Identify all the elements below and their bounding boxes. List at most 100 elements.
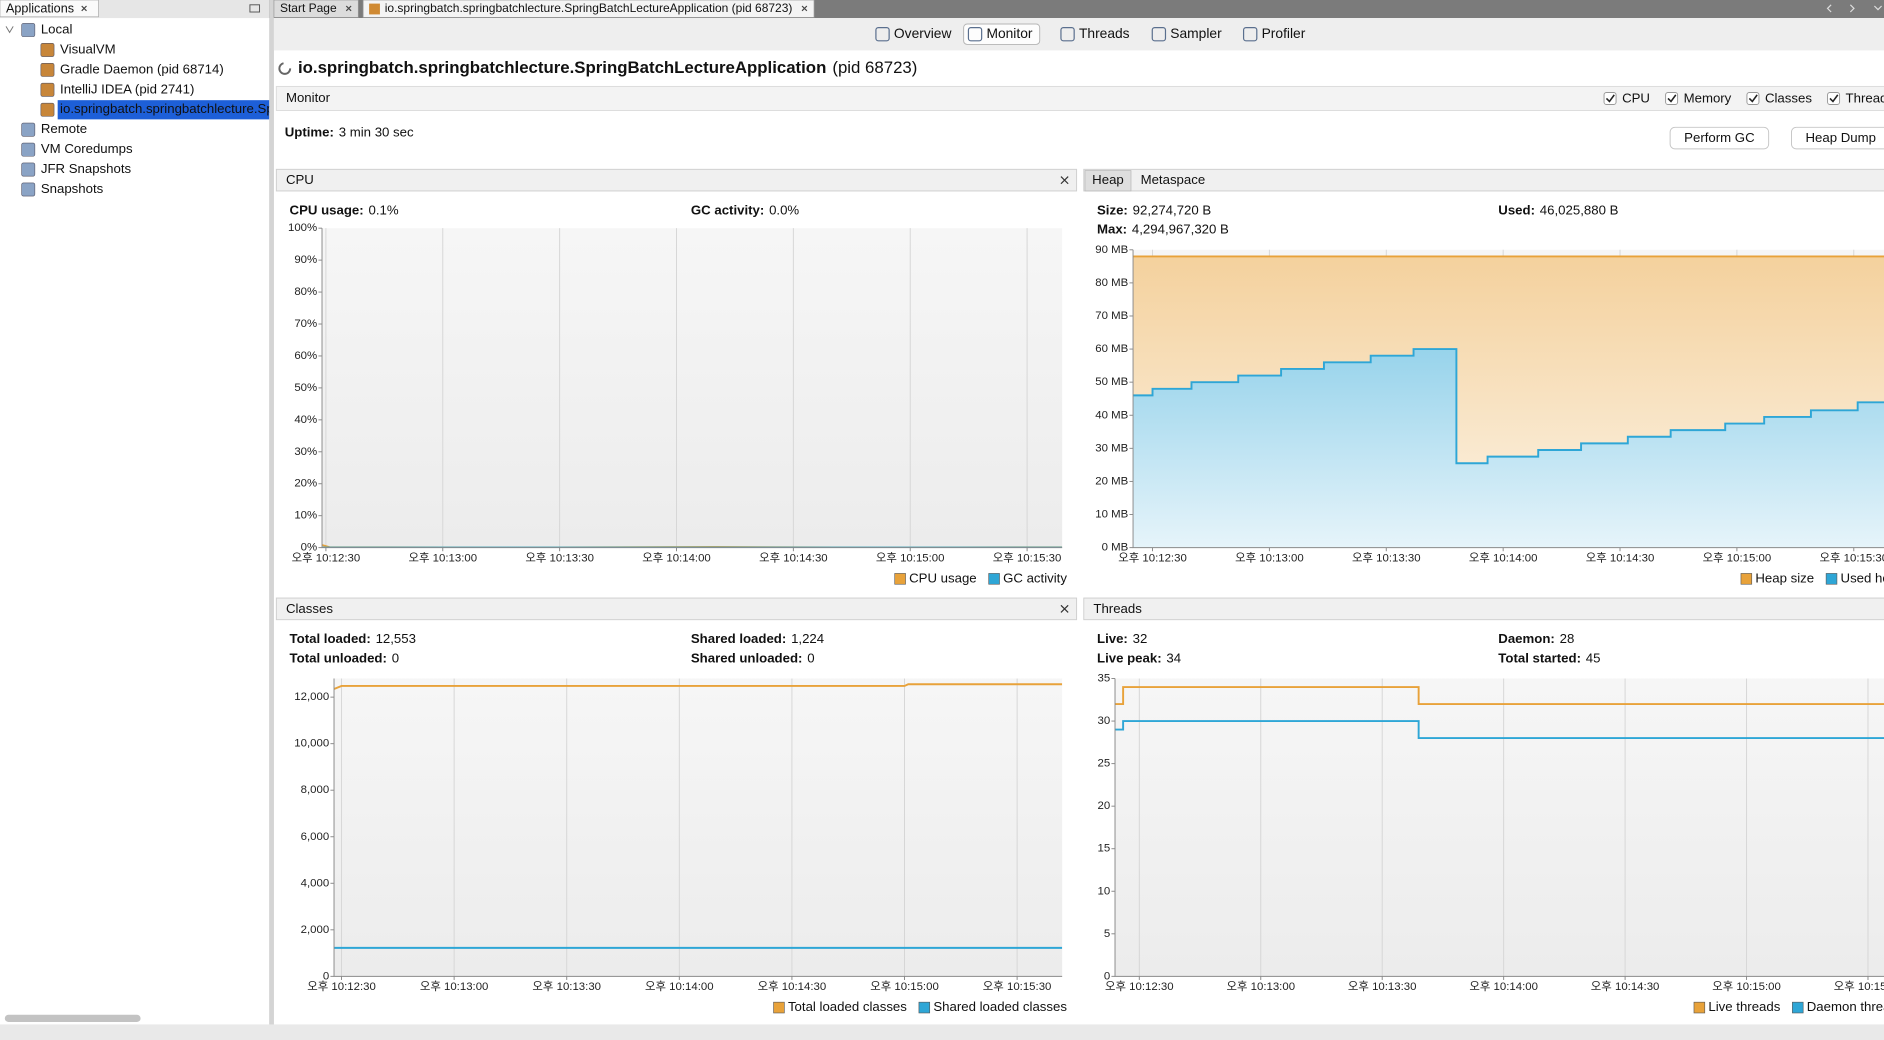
checkbox[interactable] xyxy=(1827,91,1841,105)
close-icon[interactable] xyxy=(1060,176,1069,185)
close-icon[interactable] xyxy=(1060,604,1069,613)
checkbox[interactable] xyxy=(1746,91,1760,105)
x-tick-label: 오후 10:13:30 xyxy=(532,980,601,993)
tree-icon xyxy=(21,162,36,177)
stat-label: Total unloaded: xyxy=(290,651,387,666)
tree-item[interactable]: JFR Snapshots xyxy=(41,161,132,176)
tree-item[interactable]: Snapshots xyxy=(41,181,104,196)
checkbox[interactable] xyxy=(1665,91,1679,105)
minimize-icon xyxy=(249,4,261,13)
action-button[interactable] xyxy=(1669,126,1770,150)
legend-label: CPU usage xyxy=(909,570,977,585)
tree-icon xyxy=(21,142,36,157)
toolbar-label[interactable]: Profiler xyxy=(1262,25,1306,41)
tree-item[interactable]: Gradle Daemon (pid 68714) xyxy=(60,61,224,76)
stat: Used: 46,025,880 B xyxy=(1498,203,1618,218)
x-tick-label: 오후 10:14:00 xyxy=(1469,551,1538,564)
y-tick-label: 0 xyxy=(323,970,329,982)
tree-item[interactable]: io.springbatch.springbatchlecture.Spring… xyxy=(60,101,509,116)
applications-panel: Applications Local VisualVM Gradle Daemon (… xyxy=(0,0,509,1022)
stat-value: 34 xyxy=(1166,651,1181,666)
tab-icon xyxy=(369,3,380,15)
checkmark xyxy=(1829,94,1839,103)
stat-label: Live peak: xyxy=(1097,651,1162,666)
x-tick-label: 오후 10:14:00 xyxy=(645,980,714,993)
series-line xyxy=(1133,348,1884,465)
tree-item[interactable]: Local xyxy=(41,22,73,37)
y-tick-label: 2,000 xyxy=(301,924,330,936)
toolbar-label[interactable]: Monitor xyxy=(986,25,1032,41)
series-line xyxy=(1115,686,1884,706)
chart-panel: Heap Metaspace Size: 92,274,720 B Used: 46,02… xyxy=(1083,168,1884,585)
tree-item[interactable]: IntelliJ IDEA (pid 2741) xyxy=(60,81,194,96)
toolbar-label[interactable]: Overview xyxy=(894,25,952,41)
toolbar-icon xyxy=(1060,27,1075,42)
document-tab-label[interactable]: Start Page xyxy=(280,1,337,15)
toolbar-bg xyxy=(273,18,1884,51)
y-tick-label: 12,000 xyxy=(294,691,329,703)
x-tick-label: 오후 10:14:00 xyxy=(1469,980,1538,993)
tree-item[interactable]: VM Coredumps xyxy=(41,141,133,156)
document-tabs: Start Page io.springbatch.springbatchlect… xyxy=(273,0,1883,18)
series-layer xyxy=(1133,255,1884,548)
tree-icon xyxy=(40,62,55,77)
action-button-label[interactable]: Perform GC xyxy=(1684,130,1755,145)
chart-tab-label[interactable]: Metaspace xyxy=(1141,172,1206,187)
x-tick-label: 오후 10:13:30 xyxy=(525,551,594,564)
series-line xyxy=(1115,720,1884,740)
checkbox-label[interactable]: Memory xyxy=(1684,91,1732,106)
applications-tab xyxy=(0,0,99,18)
document-tab[interactable] xyxy=(273,0,359,18)
close-icon xyxy=(81,5,87,12)
checkmark xyxy=(1605,94,1615,103)
stat: Live peak: 34 xyxy=(1097,651,1181,666)
monitor-title: Monitor xyxy=(286,90,331,105)
legend-swatch xyxy=(894,573,906,585)
stat: Max: 4,294,967,320 B xyxy=(1097,222,1229,237)
legend-label: Shared loaded classes xyxy=(933,999,1067,1014)
chart-tab-label[interactable]: Heap xyxy=(1092,172,1124,187)
x-tick-label: 오후 10:13:30 xyxy=(1348,980,1417,993)
document-tab-label[interactable]: io.springbatch.springbatchlecture.Spring… xyxy=(385,1,793,15)
chart-panel: CPU CPU usage: 0.1% GC activity: 0.0% 오후 10:1… xyxy=(275,168,1078,585)
y-tick-label: 60% xyxy=(294,350,317,362)
stat: Live: 32 xyxy=(1097,632,1147,647)
chart-tab[interactable] xyxy=(1084,170,1132,192)
x-tick-label: 오후 10:14:00 xyxy=(642,551,711,564)
checkbox-label[interactable]: Classes xyxy=(1765,91,1812,106)
tree-item[interactable]: Remote xyxy=(41,121,87,136)
stat: CPU usage: 0.1% xyxy=(290,203,399,218)
toolbar-icon xyxy=(1151,27,1167,42)
scrollbar xyxy=(4,1014,141,1022)
tree-item[interactable]: VisualVM xyxy=(60,41,116,56)
x-tick-label: 오후 10:15:00 xyxy=(1712,980,1781,993)
stat: Daemon: 28 xyxy=(1498,632,1574,647)
stat: Size: 92,274,720 B xyxy=(1097,203,1211,218)
chart-panel: Classes Total loaded: 12,553 Shared loaded:… xyxy=(275,597,1078,1014)
toolbar-label[interactable]: Sampler xyxy=(1170,25,1222,41)
x-tick-label: 오후 10:14:30 xyxy=(1591,980,1660,993)
panel-header xyxy=(1083,168,1884,192)
document-tab[interactable] xyxy=(362,0,815,18)
stat-label: Used: xyxy=(1498,203,1535,218)
y-tick-label: 40 MB xyxy=(1095,409,1128,421)
checkbox[interactable] xyxy=(1603,91,1617,105)
x-tick-label: 오후 10:12:30 xyxy=(307,980,376,993)
y-tick-label: 5 xyxy=(1104,928,1110,940)
x-tick-label: 오후 10:13:30 xyxy=(1352,551,1421,564)
x-tick-label: 오후 10:13:00 xyxy=(1235,551,1304,564)
action-button[interactable] xyxy=(1791,126,1884,150)
checkbox-label[interactable]: CPU xyxy=(1622,91,1650,106)
stat-label: Total started: xyxy=(1498,651,1581,666)
series-layer xyxy=(334,683,1063,949)
y-tick-label: 10,000 xyxy=(294,738,329,750)
tree-icon xyxy=(40,82,55,97)
action-button-label[interactable]: Heap Dump xyxy=(1806,130,1876,145)
legend-swatch xyxy=(1825,573,1838,585)
x-tick-label: 오후 10:13:00 xyxy=(420,980,489,993)
toolbar-label[interactable]: Threads xyxy=(1079,25,1130,41)
checkbox-label[interactable]: Threads xyxy=(1846,91,1884,106)
y-tick-label: 60 MB xyxy=(1095,343,1128,355)
panel-title: CPU xyxy=(286,172,314,187)
toolbar-button[interactable] xyxy=(963,23,1041,45)
